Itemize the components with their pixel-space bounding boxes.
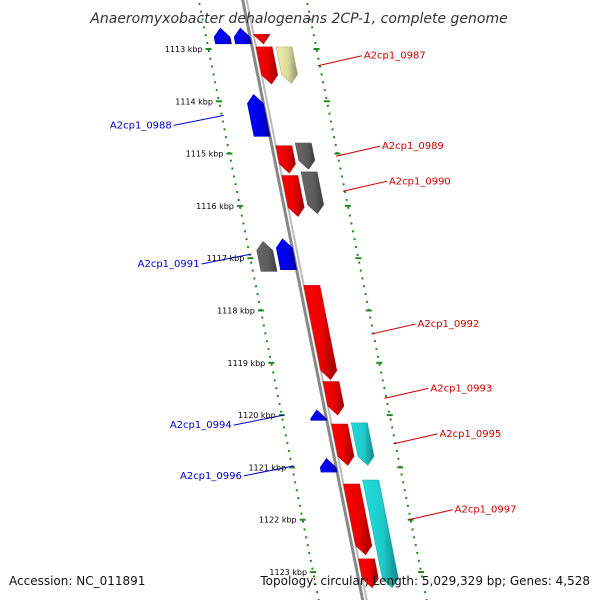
forward-gene-arrow[interactable] [343,483,373,556]
kbp-label: 1116 kbp [196,202,234,211]
gene-label-leader [342,180,388,192]
forward-gene-arrow[interactable] [303,285,338,380]
gene-label-leader [408,509,453,521]
gene-label-leader [173,114,224,126]
gene-label[interactable]: A2cp1_0994 [170,420,232,431]
reverse-gene-arrow[interactable] [319,458,338,473]
reverse-gene-arrow[interactable] [233,27,252,45]
gene-label-leader [384,387,429,399]
kbp-labels: 1113 kbp 1114 kbp 1115 kbp 1116 kbp 1117 kbp… [165,45,307,577]
forward-gene-arrow[interactable] [275,145,296,174]
feature-arrow[interactable] [275,46,298,84]
gene-label[interactable]: A2cp1_0992 [418,319,480,330]
kbp-label: 1118 kbp [217,307,255,316]
gene-label-leader [317,55,362,67]
gene-label[interactable]: A2cp1_0993 [430,383,492,394]
gene-label[interactable]: A2cp1_0996 [180,471,242,482]
gene-label[interactable]: A2cp1_0989 [382,141,444,152]
ruler-ticks [197,0,428,600]
gene-label-leader [243,465,294,477]
ruler-line-right [305,0,428,600]
gene-label-leader [201,253,252,265]
gene-label-leader [393,433,438,445]
gene-label[interactable]: A2cp1_0988 [110,120,172,131]
forward-gene-arrow[interactable] [331,423,355,466]
reverse-gene-arrow[interactable] [213,27,232,45]
reverse-gene-arrow[interactable] [247,94,271,137]
gene-label[interactable]: A2cp1_0997 [455,505,517,516]
forward-gene-arrow[interactable] [358,558,379,589]
gene-label-leader [233,414,284,426]
map-title: Anaeromyxobacter dehalogenans 2CP-1, com… [89,11,507,27]
gene-label[interactable]: A2cp1_0995 [439,429,501,440]
gene-label-leader [371,323,416,335]
forward-gene-arrow[interactable] [253,34,271,45]
feature-arrow[interactable] [300,171,324,215]
kbp-label: 1115 kbp [186,150,224,159]
kbp-label: 1120 kbp [238,411,276,420]
gene-label[interactable]: A2cp1_0987 [364,51,426,62]
backbone-line [241,0,365,600]
feature-arrow[interactable] [362,479,399,589]
kbp-label: 1119 kbp [228,359,266,368]
kbp-label: 1123 kbp [269,568,307,577]
gene-labels: A2cp1_0987 A2cp1_0988 A2cp1_0989 A2cp1_0990… [110,51,517,521]
accession-text: Accession: NC_011891 [9,574,146,588]
feature-arrow[interactable] [350,422,375,466]
gene-features [213,27,399,589]
kbp-label: 1113 kbp [165,45,203,54]
forward-gene-arrow[interactable] [322,381,345,416]
gene-label[interactable]: A2cp1_0990 [389,176,451,187]
reverse-gene-arrow[interactable] [275,238,297,271]
forward-gene-arrow[interactable] [281,175,305,217]
kbp-label: 1117 kbp [207,254,245,263]
gene-label-leader [335,145,381,157]
feature-arrow[interactable] [294,142,316,170]
kbp-label: 1122 kbp [259,516,297,525]
gene-label[interactable]: A2cp1_0991 [138,259,200,270]
genome-summary-text: Topology: circular; Length: 5,029,329 bp… [260,574,590,588]
forward-gene-arrow[interactable] [255,46,279,85]
kbp-label: 1114 kbp [175,97,213,106]
kbp-label: 1121 kbp [248,463,286,472]
reverse-gene-arrow[interactable] [310,409,328,421]
feature-arrow[interactable] [256,241,278,272]
